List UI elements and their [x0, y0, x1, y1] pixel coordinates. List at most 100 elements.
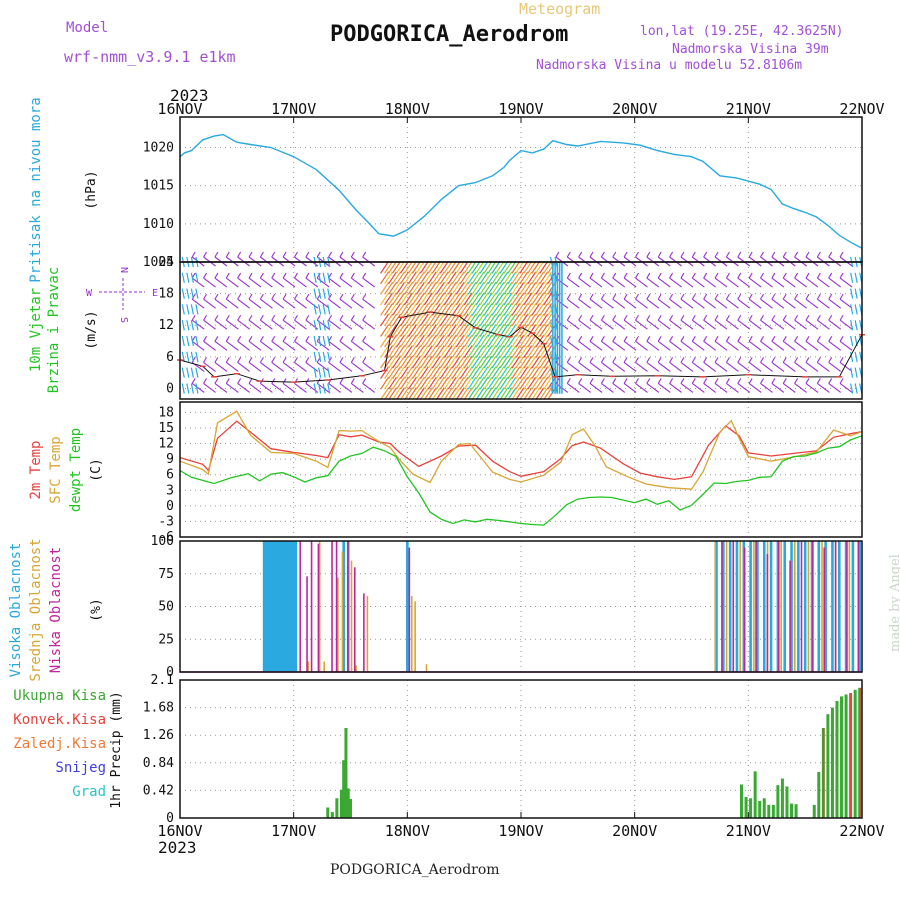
wind-barb: [680, 272, 685, 279]
wind-arrow: [327, 367, 331, 378]
panel-frame-temperature: [179, 401, 863, 538]
wind-arrow: [419, 334, 429, 348]
wind-arrow: [503, 376, 513, 390]
wind-arrow: [495, 366, 505, 379]
wind-barb: [794, 293, 799, 300]
wind-arrow: [487, 345, 497, 358]
wind-arrow: [479, 334, 489, 348]
wind-arrow: [190, 351, 194, 362]
wind-barb: [566, 251, 571, 258]
wind-arrow: [431, 376, 441, 390]
wind-barb: [260, 361, 273, 372]
wind-arrow: [463, 313, 473, 327]
wind-barb: [657, 272, 662, 279]
wind-arrow: [415, 271, 425, 285]
wind-arrow: [507, 334, 517, 348]
wind-barb: [748, 378, 753, 384]
wind-barb: [305, 272, 310, 279]
wind-arrow: [854, 367, 858, 378]
wind-barb: [657, 298, 671, 309]
wind-barb: [271, 319, 285, 330]
wind-arrow: [487, 260, 497, 274]
precip-bar: [744, 796, 748, 818]
wind-barb: [737, 251, 742, 258]
wind-arrow: [491, 366, 501, 379]
wind-arrow: [435, 271, 445, 285]
wind-arrow: [531, 260, 541, 274]
wind-arrow: [495, 292, 505, 306]
temp-tick-label: 3: [166, 483, 174, 498]
cloud-tick-label: 75: [158, 567, 174, 582]
wind-arrow: [539, 366, 549, 379]
wind-arrow: [527, 260, 537, 274]
wind-arrow: [479, 366, 489, 379]
wind-arrow: [459, 334, 469, 348]
wind-barb: [316, 298, 330, 309]
wind-barb: [794, 272, 799, 279]
pressure-tick-label: 1015: [143, 179, 174, 194]
wind-arrow: [471, 334, 481, 348]
wind-arrow: [491, 387, 501, 401]
wind-arrow: [380, 292, 390, 306]
wind-arrow: [483, 260, 493, 274]
wind-barb: [248, 361, 262, 372]
wind-arrow: [427, 260, 437, 274]
compass-w: W: [86, 288, 93, 299]
wind-arrow: [515, 387, 525, 401]
wind-arrow: [327, 383, 331, 394]
wind-barb: [350, 293, 355, 300]
wind-barb: [282, 314, 287, 321]
wind-arrow: [507, 387, 517, 401]
wind-arrow: [519, 387, 529, 401]
wind-arrow: [539, 292, 549, 306]
temp-unit-label: (C): [89, 458, 104, 481]
wind-arrow: [411, 355, 421, 369]
wind-barb: [816, 293, 821, 300]
wind-barb: [271, 357, 276, 363]
wind-barb: [817, 340, 830, 351]
wind-barb: [703, 336, 708, 342]
wind-arrow: [181, 351, 185, 362]
wind-barb: [680, 340, 694, 351]
wind-arrow: [407, 387, 417, 401]
wind-arrow: [523, 282, 533, 295]
wind-barb: [635, 383, 648, 393]
wind-arrow: [186, 320, 190, 331]
wind-barb: [782, 272, 787, 279]
wind-barb: [350, 361, 364, 372]
wind-arrow: [515, 355, 525, 369]
wind-barb: [725, 293, 730, 300]
wind-arrow: [523, 355, 533, 369]
wind-barb: [817, 361, 830, 372]
wind-barb: [589, 361, 603, 372]
wind-barb: [748, 272, 753, 279]
wind-barb: [328, 298, 341, 309]
wind-arrow: [491, 345, 501, 358]
wind-barb: [362, 277, 376, 288]
wind-barb: [748, 383, 762, 393]
wind-arrow: [195, 351, 199, 362]
temp-tick-label: 0: [166, 499, 174, 514]
wind-arrow: [475, 334, 485, 348]
precip-tick-label: 1.68: [143, 701, 174, 716]
wind-tick-label: 18: [158, 287, 174, 302]
wind-arrow: [511, 260, 521, 274]
wind-arrow: [190, 304, 194, 315]
wind-barb: [248, 357, 253, 363]
temp-axis-label-sfc: SFC Temp: [48, 436, 64, 503]
wind-barb: [725, 272, 730, 279]
wind-arrow: [499, 324, 509, 337]
wind-barb: [760, 340, 773, 351]
wind-arrow: [515, 282, 525, 295]
wind-barb: [828, 383, 842, 393]
wind-arrow: [439, 260, 449, 274]
wind-barb: [816, 272, 821, 279]
wind-barb: [691, 340, 705, 351]
wind-arrow: [519, 366, 529, 379]
wind-arrow: [507, 355, 517, 369]
wind-arrow: [515, 366, 525, 379]
wind-arrow: [463, 387, 473, 401]
wind-arrow: [384, 324, 394, 337]
wind-barb: [305, 361, 319, 372]
wind-barb: [282, 272, 287, 279]
